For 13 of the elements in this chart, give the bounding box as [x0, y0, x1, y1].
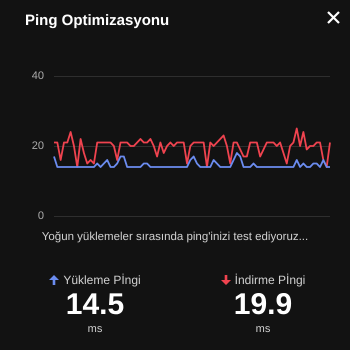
text: ms	[86, 323, 104, 335]
text: 19.9	[232, 288, 294, 322]
y-tick-label: 20	[32, 140, 44, 152]
chart-title: Ping Optimizasyonu	[25, 12, 170, 29]
text: Yoğun yüklemeler sırasında ping'inizi test ediyoruz...	[40, 231, 310, 243]
line-series	[53, 152, 331, 168]
text: Yükleme Pİngi	[63, 273, 141, 287]
y-tick-label: 0	[38, 210, 44, 222]
text: İndirme Pİngi	[234, 273, 306, 287]
y-tick-label: 40	[32, 70, 44, 82]
text: ms	[254, 323, 272, 335]
line-series	[53, 128, 331, 168]
text: 14.5	[64, 288, 126, 322]
